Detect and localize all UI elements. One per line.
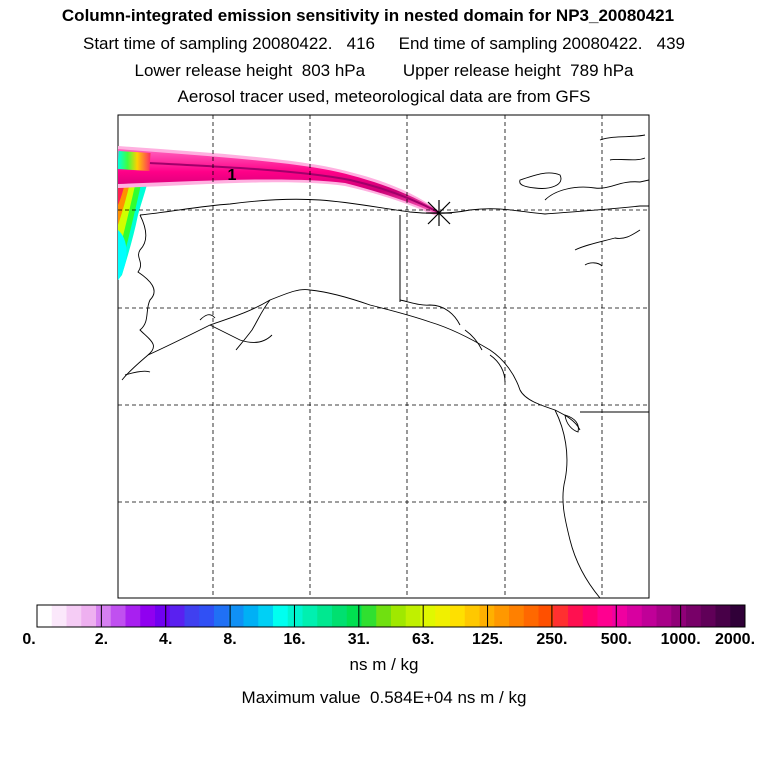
- plume-band: [118, 146, 440, 216]
- coastlines: [121, 134, 649, 598]
- colorbar-cell: [435, 605, 451, 627]
- colorbar-cell: [273, 605, 289, 627]
- colorbar-cell: [715, 605, 731, 627]
- colorbar-cell: [184, 605, 200, 627]
- colorbar-cell: [582, 605, 598, 627]
- colorbar-cell: [110, 605, 126, 627]
- colorbar-tick-label: 31.: [347, 631, 370, 648]
- tracer-info-line: Aerosol tracer used, meteorological data…: [177, 87, 591, 106]
- graticule: [118, 115, 649, 598]
- colorbar-tick-label: 125.: [471, 631, 504, 648]
- colorbar-cell: [199, 605, 215, 627]
- colorbar-cell: [464, 605, 480, 627]
- colorbar-cell: [641, 605, 657, 627]
- colorbar-cell: [538, 605, 554, 627]
- colorbar-cell: [317, 605, 333, 627]
- colorbar-cell: [671, 605, 687, 627]
- colorbar-tick-label: 4.: [159, 631, 173, 648]
- colorbar-cell: [169, 605, 185, 627]
- colorbar-cell: [420, 605, 436, 627]
- colorbar-cell: [140, 605, 156, 627]
- sampling-time-line: Start time of sampling 20080422. 416 End…: [83, 34, 685, 53]
- colorbar-cell: [405, 605, 421, 627]
- colorbar-tick-label: 500.: [600, 631, 632, 648]
- colorbar-cell: [597, 605, 613, 627]
- colorbar-cell: [730, 605, 746, 627]
- colorbar-cell: [332, 605, 348, 627]
- plot-title: Column-integrated emission sensitivity i…: [61, 6, 675, 25]
- colorbar-cell: [243, 605, 259, 627]
- colorbar-tick-label: 250.: [536, 631, 568, 648]
- colorbar-cell: [51, 605, 67, 627]
- colorbar-cell: [155, 605, 171, 627]
- colorbar-tick-label: 2000.: [714, 631, 756, 648]
- colorbar-tick-label: 8.: [223, 631, 237, 648]
- colorbar-cell: [66, 605, 82, 627]
- colorbar-cell: [700, 605, 716, 627]
- colorbar-cell: [214, 605, 230, 627]
- colorbar-cell: [287, 605, 303, 627]
- colorbar-tick-label: 16.: [283, 631, 306, 648]
- contour-label: 1: [228, 167, 237, 184]
- colorbar-cell: [228, 605, 244, 627]
- colorbar-cell: [81, 605, 97, 627]
- colorbar-tick-label: 1000.: [660, 631, 701, 648]
- colorbar-cell: [523, 605, 539, 627]
- colorbar-cell: [686, 605, 702, 627]
- borders: [399, 215, 649, 413]
- colorbar: [36, 604, 746, 628]
- colorbar-border: [36, 604, 746, 628]
- colorbar-tick-label: 63.: [412, 631, 435, 648]
- colorbar-cell: [627, 605, 643, 627]
- colorbar-cell: [37, 605, 53, 627]
- colorbar-cell: [376, 605, 392, 627]
- maximum-value-line: Maximum value 0.584E+04 ns m / kg: [241, 688, 527, 707]
- colorbar-units: ns m / kg: [349, 655, 419, 674]
- release-point-marker: [426, 200, 452, 226]
- colorbar-cell: [509, 605, 525, 627]
- colorbar-cell: [361, 605, 377, 627]
- colorbar-cell: [656, 605, 672, 627]
- colorbar-tick-label: 2.: [94, 631, 109, 648]
- colorbar-cell: [258, 605, 274, 627]
- colorbar-cell: [391, 605, 407, 627]
- colorbar-cell: [450, 605, 466, 627]
- release-height-line: Lower release height 803 hPa Upper relea…: [134, 61, 634, 80]
- colorbar-cell: [302, 605, 318, 627]
- colorbar-cell: [612, 605, 628, 627]
- colorbar-cell: [553, 605, 569, 627]
- colorbar-cell: [568, 605, 584, 627]
- colorbar-cell: [96, 605, 112, 627]
- colorbar-cell: [125, 605, 141, 627]
- colorbar-cell: [346, 605, 362, 627]
- colorbar-cell: [494, 605, 510, 627]
- colorbar-tick-label: 0.: [22, 631, 36, 648]
